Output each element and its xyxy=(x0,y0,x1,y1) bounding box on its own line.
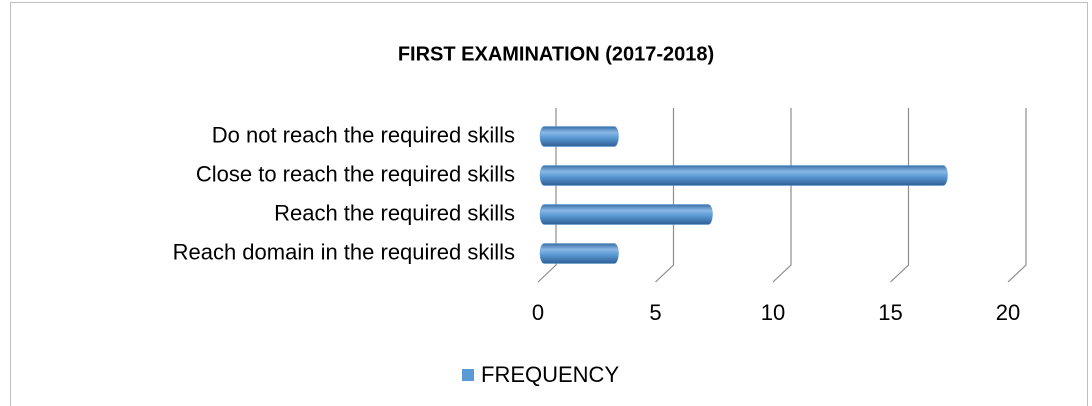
grid-line xyxy=(772,108,792,283)
grid-line xyxy=(1007,108,1027,283)
x-tick-label: 20 xyxy=(996,300,1020,325)
x-tick-label: 5 xyxy=(649,300,661,325)
x-tick-label: 0 xyxy=(532,300,544,325)
bar xyxy=(539,165,948,186)
y-tick-label: Reach the required skills xyxy=(274,200,515,225)
y-tick-label: Close to reach the required skills xyxy=(196,161,515,186)
y-tick-label: Reach domain in the required skills xyxy=(173,239,515,264)
x-tick-label: 10 xyxy=(761,300,785,325)
grid-line xyxy=(655,108,675,283)
grid-line xyxy=(890,108,910,283)
bar xyxy=(539,126,619,147)
x-tick-label: 15 xyxy=(878,300,902,325)
legend-swatch xyxy=(462,369,474,381)
legend-label: FREQUENCY xyxy=(481,362,619,387)
bar xyxy=(539,243,619,264)
bar xyxy=(539,204,713,225)
y-tick-label: Do not reach the required skills xyxy=(212,122,515,147)
chart-title: FIRST EXAMINATION (2017-2018) xyxy=(398,43,714,65)
grid-line xyxy=(537,108,557,283)
